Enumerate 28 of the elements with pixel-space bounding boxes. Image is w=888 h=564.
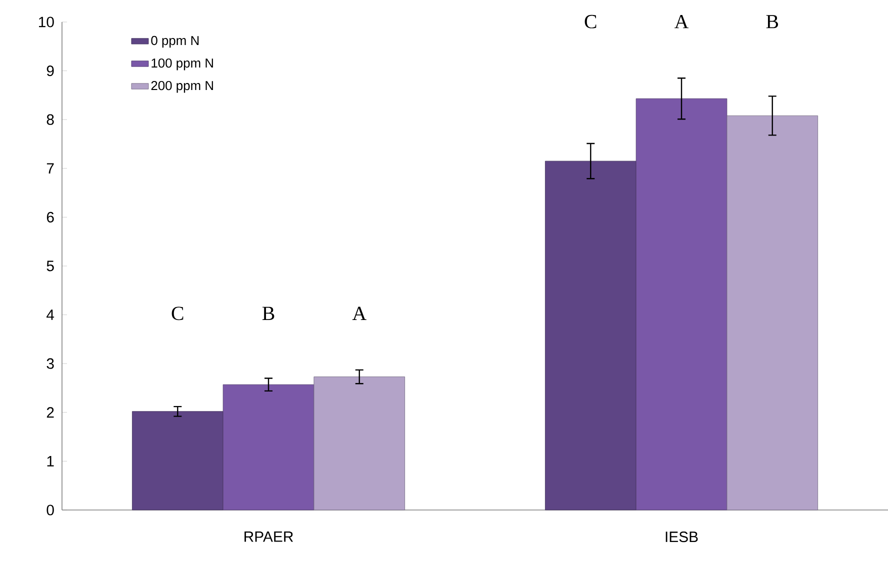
y-tick-label: 1: [47, 456, 54, 466]
y-tick-label: 3: [46, 358, 54, 369]
y-tick-label: 2: [46, 407, 54, 418]
annotation: C: [172, 306, 184, 320]
annotation: C: [584, 14, 596, 28]
annotation: A: [352, 306, 366, 320]
y-tick-label: 5: [46, 260, 54, 272]
y-tick-label: 8: [46, 114, 54, 125]
y-tick-label: 6: [46, 212, 54, 222]
annotation: A: [674, 14, 689, 28]
bar: [726, 115, 818, 510]
x-tick-label: IESB: [666, 532, 698, 542]
y-tick-label: 0: [46, 504, 54, 516]
x-tick-label: RPAER: [244, 532, 293, 542]
bar: [222, 384, 314, 510]
legend-label: 200 ppm N: [151, 80, 213, 93]
bar: [636, 98, 728, 510]
annotation: B: [766, 15, 778, 28]
y-tick-label: 7: [46, 163, 54, 174]
y-tick-label: 9: [46, 66, 54, 76]
bar: [314, 376, 405, 510]
legend-label: 0 ppm N: [151, 36, 199, 48]
y-tick-label: 4: [46, 310, 54, 320]
bar: [132, 411, 224, 510]
y-tick-label: 10: [39, 16, 54, 28]
annotation: B: [262, 306, 274, 320]
legend-label: 100 ppm N: [152, 58, 213, 70]
bar: [545, 160, 636, 510]
